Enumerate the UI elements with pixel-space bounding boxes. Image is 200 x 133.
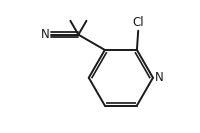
- Text: N: N: [155, 71, 163, 84]
- Text: N: N: [41, 28, 50, 41]
- Text: Cl: Cl: [133, 16, 144, 29]
